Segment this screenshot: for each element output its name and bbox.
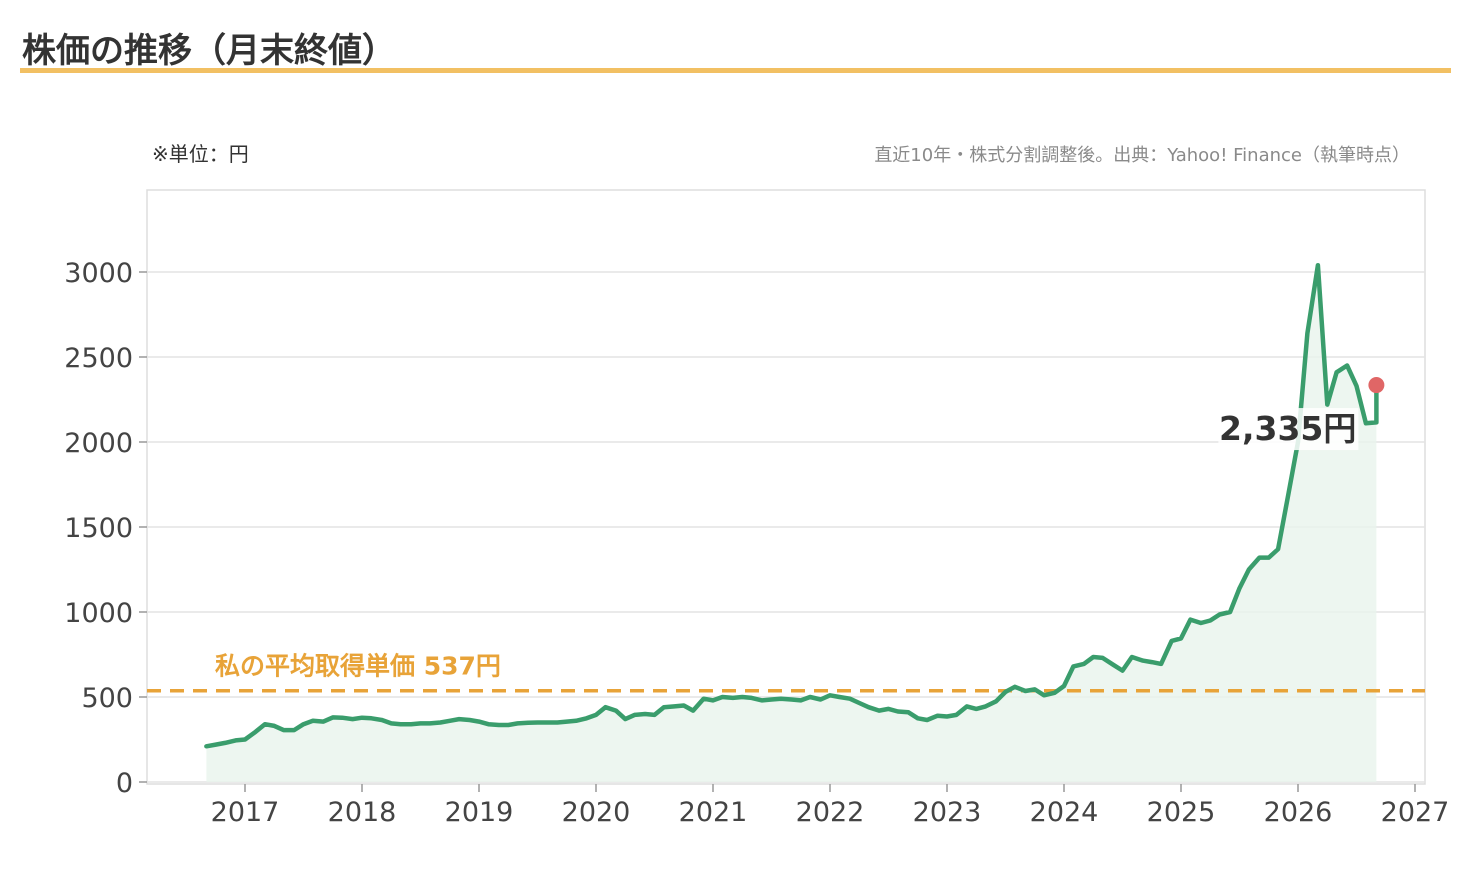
x-tick-label: 2019: [445, 797, 514, 828]
y-tick-label: 3000: [64, 258, 133, 289]
price-area-fill: [206, 265, 1377, 782]
x-tick-label: 2023: [913, 797, 982, 828]
x-tick-label: 2018: [328, 797, 397, 828]
last-value-marker: [1368, 377, 1385, 394]
x-axis-ticks: 2017 2018 2019 2020 2021 2022 2023 2024 2025 2026…: [211, 784, 1450, 828]
y-tick-label: 2500: [64, 343, 133, 374]
y-tick-label: 1500: [64, 513, 133, 544]
x-tick-label: 2026: [1264, 797, 1333, 828]
title-underline: [20, 68, 1451, 73]
x-tick-label: 2020: [562, 797, 631, 828]
x-tick-label: 2022: [796, 797, 865, 828]
last-value-label-background: [1218, 408, 1359, 451]
x-tick-label: 2027: [1381, 797, 1450, 828]
last-value-label: 2,335円: [1219, 409, 1356, 448]
source-note: 直近10年・株式分割調整後。出典：Yahoo! Finance（執筆時点）: [874, 145, 1410, 166]
y-tick-label: 0: [116, 768, 133, 799]
y-axis-ticks: 0 500 1000 1500 2000 2500 3000: [64, 258, 147, 799]
x-tick-label: 2021: [679, 797, 748, 828]
x-tick-label: 2017: [211, 797, 280, 828]
price-line: [204, 262, 1379, 749]
x-tick-label: 2024: [1030, 797, 1099, 828]
unit-note: ※単位：円: [152, 142, 249, 166]
chart-title: 株価の推移（月末終値）: [22, 31, 396, 71]
average-cost-label: 私の平均取得単価 537円: [215, 652, 501, 681]
y-tick-label: 2000: [64, 428, 133, 459]
y-tick-label: 500: [81, 683, 133, 714]
plot-frame: [146, 189, 1426, 785]
y-tick-label: 1000: [64, 598, 133, 629]
x-tick-label: 2025: [1147, 797, 1216, 828]
